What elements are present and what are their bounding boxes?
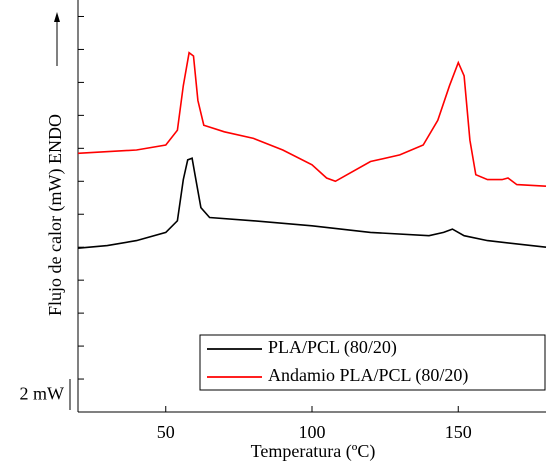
series-line — [77, 51, 547, 187]
legend-label: Andamio PLA/PCL (80/20) — [268, 365, 468, 386]
legend-label: PLA/PCL (80/20) — [268, 337, 397, 358]
y-axis-label: Flujo de calor (mW) ENDO — [45, 114, 66, 316]
x-tick-label: 150 — [445, 422, 472, 442]
legend-box — [199, 334, 546, 391]
endo-arrow-head — [54, 12, 60, 22]
scale-bar-label: 2 mW — [20, 384, 65, 404]
series-line — [77, 157, 547, 249]
x-axis-label: Temperatura (ºC) — [251, 441, 376, 462]
x-tick-label: 50 — [157, 422, 175, 442]
x-tick-label: 100 — [299, 422, 326, 442]
